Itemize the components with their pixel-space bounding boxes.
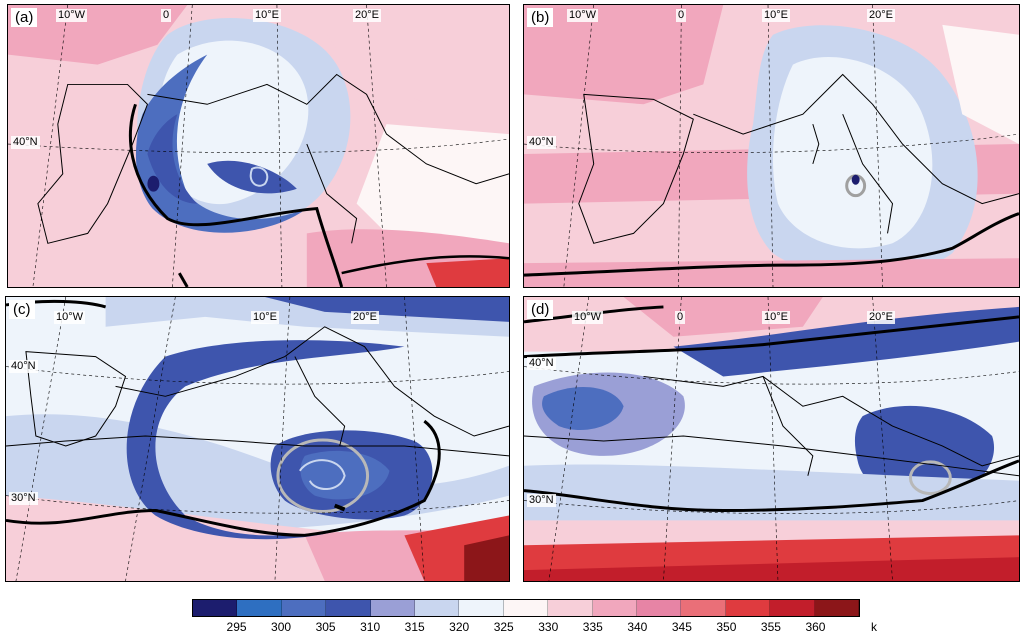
lat-label-40n: 40°N [9, 360, 38, 373]
lon-label-0: 0 [676, 9, 687, 22]
map-panel-c: (c) 10°W 10°E 20°E 40°N 30°N [5, 296, 510, 582]
colorbar-segment [415, 600, 460, 616]
lon-label-20e: 20°E [867, 9, 895, 22]
theta-field-map-d [524, 297, 1019, 581]
colorbar-tick-label: 330 [538, 620, 559, 634]
lon-label-10e: 10°E [762, 9, 790, 22]
colorbar-segment [459, 600, 504, 616]
lat-label-30n: 30°N [9, 492, 38, 505]
colorbar-segment [548, 600, 593, 616]
colorbar-tick-label: 335 [582, 620, 603, 634]
lat-label-40n: 40°N [527, 136, 556, 149]
panel-label: (d) [527, 300, 554, 319]
lon-label-10w: 10°W [572, 311, 604, 324]
map-panel-d: (d) 10°W 0 10°E 20°E 40°N 30°N [523, 296, 1020, 582]
colorbar-tick-label: 300 [271, 620, 292, 634]
colorbar-segment [681, 600, 726, 616]
colorbar-segment [503, 600, 549, 616]
lat-label-30n: 30°N [527, 494, 556, 507]
colorbar-tick-label: 350 [716, 620, 737, 634]
lon-label-10e: 10°E [762, 311, 790, 324]
lon-label-10w: 10°W [54, 311, 86, 324]
colorbar [192, 599, 860, 617]
colorbar-tick-label: 320 [449, 620, 470, 634]
colorbar-segment [193, 600, 238, 616]
colorbar-tick-label: 310 [360, 620, 381, 634]
lon-label-20e: 20°E [867, 311, 895, 324]
lon-label-10w: 10°W [567, 9, 599, 22]
colorbar-tick-label: 355 [760, 620, 781, 634]
lon-label-0: 0 [675, 311, 686, 324]
colorbar-segment [237, 600, 282, 616]
colorbar-tick-label: 340 [627, 620, 648, 634]
colorbar-tick-label: 295 [226, 620, 247, 634]
colorbar-tick-label: 345 [671, 620, 692, 634]
panel-label: (b) [527, 8, 554, 27]
colorbar-segment [370, 600, 416, 616]
map-panel-b: (b) 10°W 0 10°E 20°E 40°N [523, 4, 1020, 288]
colorbar-segment [281, 600, 327, 616]
theta-field-map-b [524, 5, 1019, 287]
lat-label-40n: 40°N [527, 357, 556, 370]
lon-label-20e: 20°E [351, 311, 379, 324]
lon-label-10e: 10°E [251, 311, 279, 324]
colorbar-tick-label: 360 [805, 620, 826, 634]
colorbar-segment [326, 600, 371, 616]
colorbar-tick-labels: 295 300 305 310 315 320 325 330 335 340 345 350 355 3… [192, 620, 860, 634]
colorbar-tick-label: 315 [404, 620, 425, 634]
colorbar-segment [592, 600, 638, 616]
colorbar-tick-label: 305 [315, 620, 336, 634]
panel-label: (c) [9, 300, 35, 319]
colorbar-tick-label: 325 [493, 620, 514, 634]
colorbar-segment [770, 600, 815, 616]
colorbar-segment [814, 600, 860, 616]
theta-field-map-c [6, 297, 509, 581]
colorbar-segment [637, 600, 682, 616]
map-panel-a: (a) 10°W 0 10°E 20°E 40°N [7, 4, 510, 288]
lon-label-10w: 10°W [56, 9, 88, 22]
panel-label: (a) [11, 8, 38, 27]
lat-label-40n: 40°N [11, 136, 40, 149]
lon-label-10e: 10°E [253, 9, 281, 22]
lon-label-20e: 20°E [353, 9, 381, 22]
theta-field-map-a [8, 5, 509, 287]
colorbar-unit: k [871, 620, 877, 634]
colorbar-segment [725, 600, 771, 616]
lon-label-0: 0 [161, 9, 172, 22]
